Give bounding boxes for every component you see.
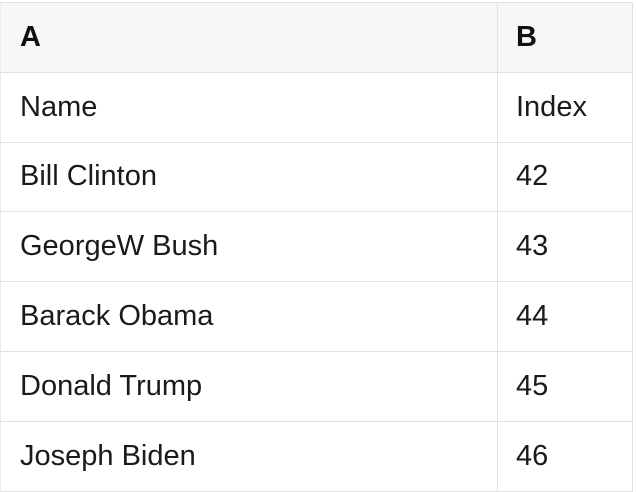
cell-name-joseph-biden[interactable]: Joseph Biden — [1, 421, 498, 491]
cell-name-georgew-bush[interactable]: GeorgeW Bush — [1, 212, 498, 282]
cell-index-42[interactable]: 42 — [516, 160, 549, 193]
cell-index-44[interactable]: 44 — [516, 300, 549, 333]
cell-name-bill-clinton[interactable]: Bill Clinton — [1, 142, 498, 212]
cell-name-donald-trump[interactable]: Donald Trump — [1, 351, 498, 421]
table-row: Bill Clinton 42 — [1, 142, 632, 213]
column-header-row: A B — [1, 3, 632, 73]
column-header-b[interactable]: B — [516, 20, 537, 53]
cell-index-46[interactable]: 46 — [516, 439, 549, 472]
table-row: Barack Obama 44 — [1, 282, 632, 352]
table-row: Donald Trump 45 — [1, 351, 632, 422]
cell-index-header[interactable]: Index — [516, 90, 587, 123]
cell-index-45[interactable]: 45 — [516, 369, 549, 402]
column-header-a[interactable]: A — [1, 3, 498, 72]
cell-name-barack-obama[interactable]: Barack Obama — [1, 282, 498, 351]
cell-name-header[interactable]: Name — [1, 72, 498, 142]
table-row: GeorgeW Bush 43 — [1, 212, 632, 283]
table-row: Joseph Biden 46 — [1, 421, 632, 492]
table-row: Name Index — [1, 72, 632, 143]
cell-index-43[interactable]: 43 — [516, 230, 549, 263]
